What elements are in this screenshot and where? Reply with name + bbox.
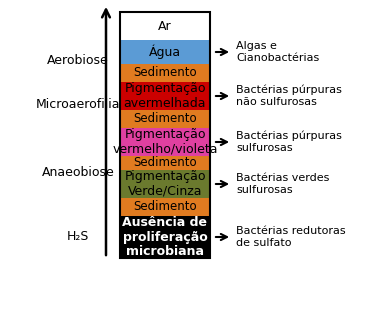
Text: Bactérias verdes
sulfurosas: Bactérias verdes sulfurosas <box>236 173 329 195</box>
Bar <box>120 170 210 198</box>
Text: Ausência de
proliferação
microbiana: Ausência de proliferação microbiana <box>123 216 207 258</box>
Bar <box>120 12 210 258</box>
Text: Algas e
Cianobactérias: Algas e Cianobactérias <box>236 41 319 63</box>
Bar <box>120 216 210 258</box>
Bar <box>120 12 210 40</box>
Text: Aerobiose: Aerobiose <box>47 54 109 68</box>
Bar <box>120 82 210 110</box>
Text: Bactérias púrpuras
sulfurosas: Bactérias púrpuras sulfurosas <box>236 131 342 153</box>
Text: Sedimento: Sedimento <box>133 201 197 213</box>
Text: Sedimento: Sedimento <box>133 66 197 80</box>
Text: Sedimento: Sedimento <box>133 112 197 126</box>
Bar <box>120 128 210 156</box>
Bar <box>120 64 210 82</box>
Bar <box>120 156 210 170</box>
Text: Água: Água <box>149 45 181 59</box>
Text: Ar: Ar <box>158 19 172 33</box>
Text: Bactérias redutoras
de sulfato: Bactérias redutoras de sulfato <box>236 226 346 248</box>
Bar <box>120 110 210 128</box>
Text: Bactérias púrpuras
não sulfurosas: Bactérias púrpuras não sulfurosas <box>236 85 342 107</box>
Bar <box>120 40 210 64</box>
Text: Anaeobiose: Anaeobiose <box>41 166 115 178</box>
Text: Pigmentação
vermelho/violeta: Pigmentação vermelho/violeta <box>112 128 218 156</box>
Text: Pigmentação
avermelhada: Pigmentação avermelhada <box>124 82 206 110</box>
Text: Pigmentação
Verde/Cinza: Pigmentação Verde/Cinza <box>124 170 206 198</box>
Text: Sedimento: Sedimento <box>133 156 197 170</box>
Bar <box>120 198 210 216</box>
Text: H₂S: H₂S <box>67 230 89 244</box>
Text: Microaerofilia: Microaerofilia <box>36 99 120 111</box>
